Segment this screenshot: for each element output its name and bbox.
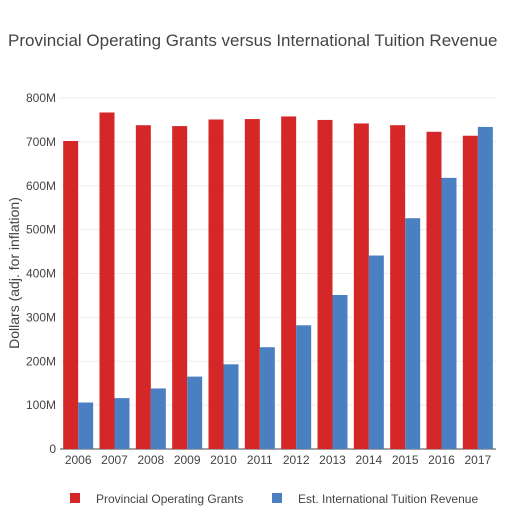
x-axis-ticks: 2006 2007 2008 2009 2010 2011 2012 2013 2014 2015… bbox=[65, 453, 492, 467]
x-tick-label: 2015 bbox=[392, 453, 419, 467]
y-tick-label: 700M bbox=[26, 135, 56, 149]
legend: Provincial Operating Grants Est. Internat… bbox=[70, 492, 478, 506]
gridlines bbox=[60, 97, 496, 450]
x-tick-label: 2010 bbox=[210, 453, 237, 467]
x-tick-label: 2008 bbox=[137, 453, 164, 467]
x-tick-label: 2007 bbox=[101, 453, 128, 467]
bar-tuition-revenue-2016 bbox=[441, 177, 457, 450]
bar-operating-grants-2011 bbox=[244, 119, 260, 449]
x-tick-label: 2017 bbox=[464, 453, 491, 467]
bar-operating-grants-2009 bbox=[172, 126, 188, 449]
x-tick-label: 2013 bbox=[319, 453, 346, 467]
legend-swatch bbox=[272, 493, 282, 503]
bar-operating-grants-2014 bbox=[353, 123, 369, 449]
bar-tuition-revenue-2017 bbox=[477, 126, 493, 450]
bar-tuition-revenue-2007 bbox=[114, 398, 130, 449]
y-axis-label: Dollars (adj. for inflation) bbox=[6, 197, 22, 349]
bar-tuition-revenue-2014 bbox=[368, 255, 384, 449]
y-tick-label: 500M bbox=[26, 223, 56, 237]
bar-tuition-revenue-2008 bbox=[150, 388, 166, 449]
y-tick-label: 800M bbox=[26, 91, 56, 105]
bar-operating-grants-2015 bbox=[390, 125, 406, 449]
y-tick-label: 300M bbox=[26, 310, 56, 324]
bar-operating-grants-2010 bbox=[208, 119, 224, 449]
bars bbox=[63, 112, 493, 450]
x-tick-label: 2016 bbox=[428, 453, 455, 467]
bar-tuition-revenue-2006 bbox=[78, 402, 94, 449]
bar-tuition-revenue-2011 bbox=[259, 347, 275, 449]
x-tick-label: 2009 bbox=[174, 453, 201, 467]
y-tick-label: 0 bbox=[49, 442, 56, 456]
bar-operating-grants-2007 bbox=[99, 112, 115, 449]
bar-tuition-revenue-2013 bbox=[332, 294, 348, 449]
chart-title: Provincial Operating Grants versus Inter… bbox=[8, 31, 497, 50]
x-tick-label: 2012 bbox=[283, 453, 310, 467]
y-tick-label: 400M bbox=[26, 267, 56, 281]
bar-operating-grants-2016 bbox=[426, 131, 442, 449]
legend-swatch bbox=[70, 493, 80, 503]
x-tick-label: 2011 bbox=[247, 453, 273, 467]
y-tick-label: 200M bbox=[26, 354, 56, 368]
x-tick-label: 2006 bbox=[65, 453, 92, 467]
y-tick-label: 100M bbox=[26, 398, 56, 412]
y-tick-label: 600M bbox=[26, 179, 56, 193]
bar-operating-grants-2012 bbox=[281, 116, 297, 450]
bar-operating-grants-2008 bbox=[135, 125, 151, 449]
bar-tuition-revenue-2010 bbox=[223, 364, 239, 449]
bar-operating-grants-2006 bbox=[63, 140, 79, 449]
bar-operating-grants-2013 bbox=[317, 119, 333, 449]
bar-tuition-revenue-2009 bbox=[187, 376, 203, 449]
x-tick-label: 2014 bbox=[355, 453, 382, 467]
legend-label: Provincial Operating Grants bbox=[96, 492, 243, 506]
bar-operating-grants-2017 bbox=[462, 135, 478, 450]
y-axis-ticks: 0 100M 200M 300M 400M 500M 600M 700M 800M bbox=[26, 91, 56, 456]
legend-label: Est. International Tuition Revenue bbox=[298, 492, 478, 506]
bar-tuition-revenue-2012 bbox=[296, 325, 312, 449]
bar-tuition-revenue-2015 bbox=[405, 218, 421, 449]
